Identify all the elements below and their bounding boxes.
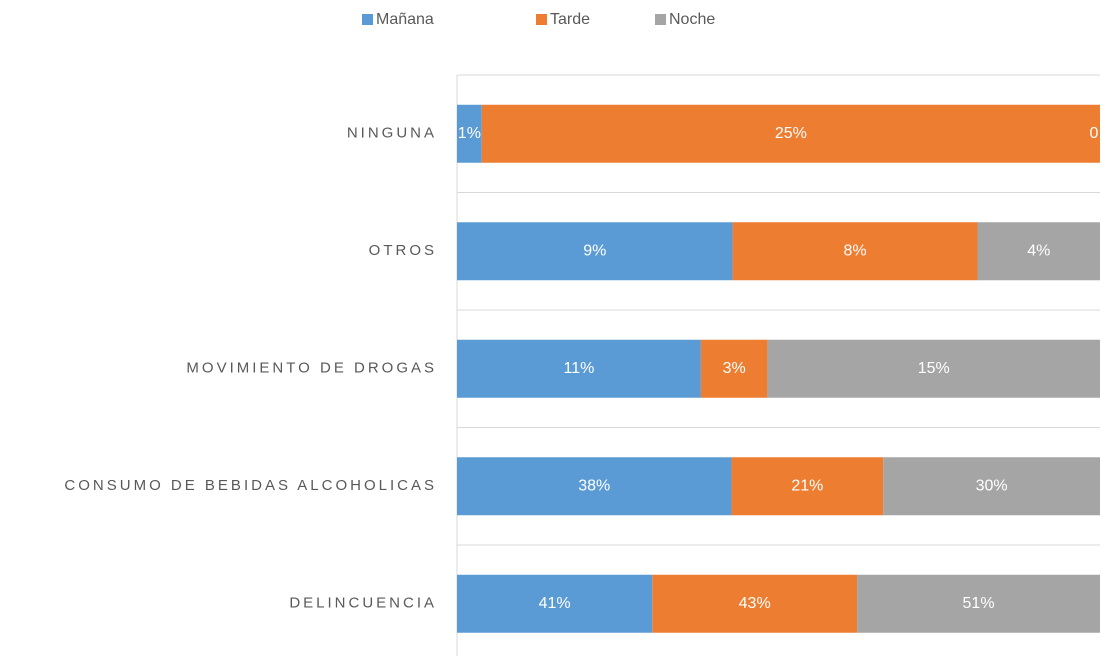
bar-segment: [732, 222, 978, 281]
bar-segment: [857, 574, 1100, 633]
bar-segment: [652, 574, 858, 633]
legend-swatch: [536, 14, 547, 25]
bar-segment: [481, 104, 1100, 163]
value-label: 3%: [723, 360, 746, 377]
value-label: 25%: [775, 125, 807, 142]
value-label: 1%: [458, 125, 481, 142]
bar-segment: [731, 457, 884, 516]
value-label: 8%: [843, 242, 866, 259]
value-label: 21%: [791, 477, 823, 494]
legend-label: Tarde: [550, 11, 590, 28]
category-label: OTROS: [369, 242, 437, 259]
bar-segment: [700, 339, 768, 398]
legend-label: Mañana: [376, 11, 434, 28]
value-label: 51%: [963, 595, 995, 612]
legend-swatch: [362, 14, 373, 25]
bar-segment: [457, 222, 733, 281]
value-label: 9%: [583, 242, 606, 259]
category-label: NINGUNA: [347, 125, 437, 142]
bar-segment: [883, 457, 1100, 516]
bar-segment: [457, 339, 701, 398]
legend-swatch: [655, 14, 666, 25]
value-label: 4%: [1027, 242, 1050, 259]
category-label: MOVIMIENTO DE DROGAS: [186, 360, 437, 377]
legend-label: Noche: [669, 11, 715, 28]
category-label: CONSUMO DE BEBIDAS ALCOHOLICAS: [64, 477, 437, 494]
bar-segment: [767, 339, 1100, 398]
bar-segment: [977, 222, 1100, 281]
value-label: 43%: [739, 595, 771, 612]
value-label: 15%: [918, 360, 950, 377]
value-label: 11%: [564, 360, 595, 377]
bar-segment: [457, 574, 653, 633]
value-label: 41%: [539, 595, 571, 612]
category-label: DELINCUENCIA: [289, 595, 437, 612]
bar-segment: [457, 104, 482, 163]
value-label: 0: [1090, 125, 1099, 142]
value-label: 30%: [976, 477, 1008, 494]
value-label: 38%: [578, 477, 610, 494]
bar-segment: [457, 457, 732, 516]
